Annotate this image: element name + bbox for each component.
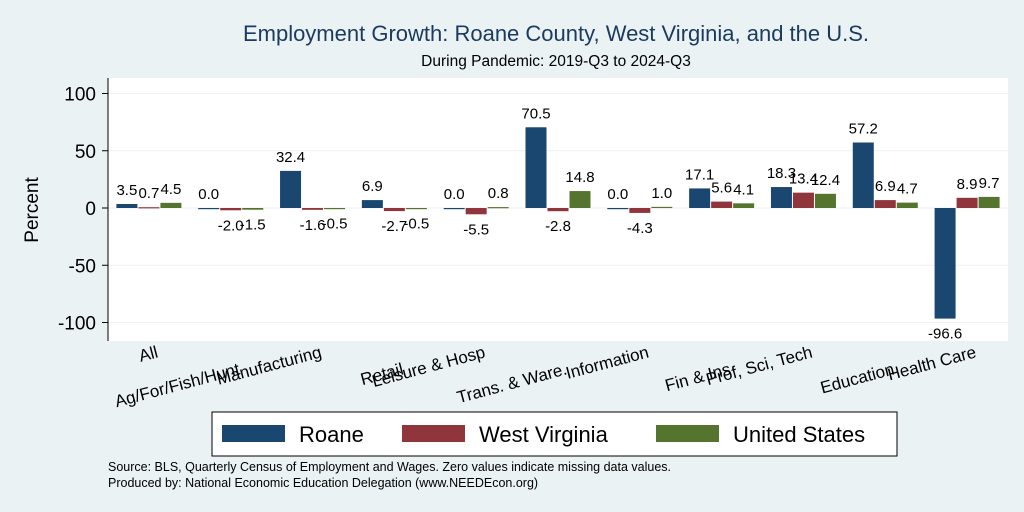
bar (138, 207, 160, 209)
producer-note: Produced by: National Economic Education… (108, 476, 538, 490)
source-note: Source: BLS, Quarterly Census of Employm… (108, 460, 671, 474)
bar (569, 191, 591, 208)
bar (465, 208, 487, 215)
data-label: 18.3 (767, 165, 796, 182)
data-label: 70.5 (521, 105, 550, 122)
bar (547, 208, 569, 212)
data-label: -2.0 (218, 217, 244, 234)
data-label: -1.5 (240, 217, 266, 234)
data-label: 9.7 (979, 175, 1000, 192)
data-label: 0.8 (488, 185, 509, 202)
legend: Roane West Virginia United States (211, 411, 898, 457)
data-label: 0.0 (444, 186, 465, 203)
bar (160, 202, 182, 208)
bar (852, 142, 874, 208)
bar (874, 200, 896, 208)
data-label: -2.8 (545, 218, 571, 235)
data-label: 57.2 (849, 121, 878, 138)
y-tick-label: -100 (58, 314, 96, 335)
legend-label: United States (733, 422, 865, 447)
bar (689, 188, 711, 208)
bar (733, 203, 755, 208)
data-label: 14.8 (565, 169, 594, 186)
bar (220, 208, 242, 211)
data-label: 5.6 (711, 180, 732, 197)
chart-title: Employment Growth: Roane County, West Vi… (243, 21, 869, 46)
data-label: -4.3 (627, 220, 653, 237)
data-label: 4.5 (160, 181, 181, 198)
data-label: 0.7 (138, 185, 159, 202)
x-tick-label: Trans. & Ware. (455, 360, 569, 408)
bar (770, 187, 792, 208)
legend-swatch (402, 425, 465, 442)
x-tick-label: All (137, 343, 160, 366)
bar (814, 193, 836, 208)
bar (302, 208, 324, 210)
data-label: -0.5 (403, 216, 429, 233)
chart-subtitle: During Pandemic: 2019-Q3 to 2024-Q3 (421, 53, 691, 70)
data-label: 13.4 (789, 171, 818, 188)
data-label: 8.9 (957, 176, 978, 193)
bar (651, 206, 673, 209)
data-label: 12.4 (811, 172, 840, 189)
bar (792, 192, 814, 208)
y-tick-label: 50 (75, 142, 96, 163)
data-label: 6.9 (875, 178, 896, 195)
legend-label: Roane (299, 422, 364, 447)
y-tick-label: 0 (85, 199, 96, 220)
bar (896, 202, 918, 208)
data-labels: 3.5 0.7 4.5 0.0-2.0-1.532.4-1.6-0.56.9-2.7-… (116, 105, 999, 342)
bar (280, 170, 302, 208)
legend-label: West Virginia (479, 422, 609, 447)
bar (607, 208, 629, 210)
bar (711, 201, 733, 208)
data-label: -5.5 (463, 221, 489, 238)
bar (383, 208, 405, 212)
bar (934, 208, 956, 319)
bar (242, 208, 264, 210)
bar (324, 208, 346, 210)
bar (629, 208, 651, 213)
data-label: 6.9 (362, 178, 383, 195)
data-label: 4.1 (733, 181, 754, 198)
x-tick-label: Prof, Sci, Tech (704, 343, 814, 390)
bar (956, 197, 978, 208)
bars (116, 127, 1000, 319)
x-tick-label: Health Care (886, 343, 979, 385)
bar (487, 207, 509, 209)
y-tick-label: -50 (69, 256, 96, 277)
y-tick-label: 100 (64, 85, 96, 106)
bar (443, 208, 465, 210)
data-label: 0.0 (198, 186, 219, 203)
x-tick-label: Education (818, 360, 896, 398)
data-label: 17.1 (685, 166, 714, 183)
data-label: 4.7 (897, 181, 918, 198)
y-axis-ticks: 100 50 0 -50 -100 (58, 85, 108, 335)
bar (116, 203, 138, 208)
data-label: 1.0 (651, 185, 672, 202)
bar (361, 200, 383, 208)
data-label: 3.5 (116, 182, 137, 199)
data-label: 0.0 (607, 186, 628, 203)
data-label: -1.6 (300, 217, 326, 234)
legend-box (211, 411, 898, 457)
bar (405, 208, 427, 210)
data-label: -0.5 (322, 216, 348, 233)
legend-swatch (656, 425, 719, 442)
bar (978, 196, 1000, 208)
data-label: -96.6 (928, 326, 962, 343)
data-label: 32.4 (276, 149, 305, 166)
data-label: -2.7 (381, 218, 407, 235)
bar (525, 127, 547, 208)
y-axis-label: Percent (22, 177, 43, 243)
bar (198, 208, 220, 210)
x-tick-label: Information (564, 343, 651, 383)
legend-swatch (222, 425, 285, 442)
x-tick-label: Manufacturing (215, 343, 324, 389)
